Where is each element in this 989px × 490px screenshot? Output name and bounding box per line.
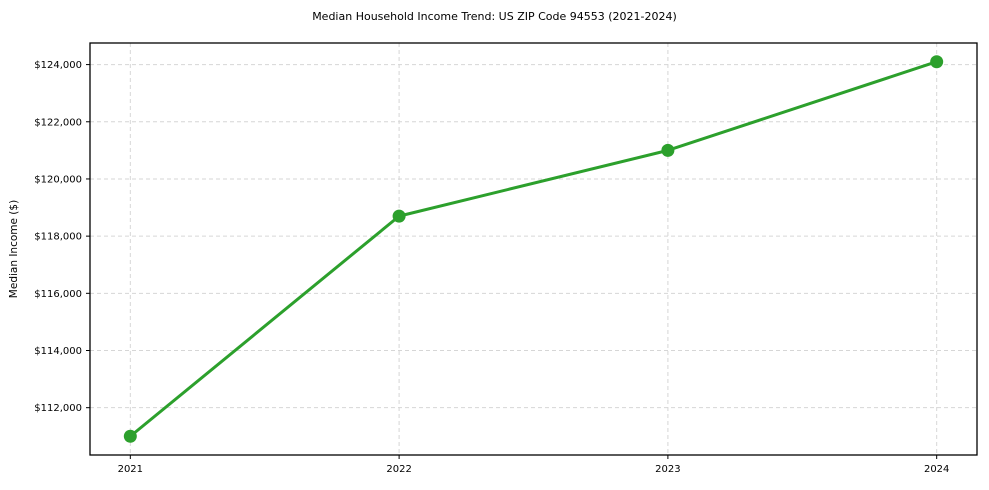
data-point-marker xyxy=(930,55,944,69)
axis-frame xyxy=(89,42,978,456)
y-tick-label: $118,000 xyxy=(34,232,82,243)
data-point-marker xyxy=(661,143,675,157)
x-tick-label: 2021 xyxy=(118,464,143,475)
trend-line xyxy=(128,60,939,438)
chart-title: Median Household Income Trend: US ZIP Co… xyxy=(312,10,677,23)
x-tick-label: 2024 xyxy=(924,464,949,475)
x-tick-label: 2022 xyxy=(386,464,411,475)
y-tick-label: $112,000 xyxy=(34,403,82,414)
x-tick-label: 2023 xyxy=(655,464,680,475)
data-point-marker xyxy=(392,209,406,223)
data-point-marker xyxy=(123,429,137,443)
y-tick-label: $114,000 xyxy=(34,346,82,357)
y-tick-label: $124,000 xyxy=(34,60,82,71)
y-tick-label: $116,000 xyxy=(34,289,82,300)
y-tick-label: $122,000 xyxy=(34,117,82,128)
y-tick-label: $120,000 xyxy=(34,174,82,185)
